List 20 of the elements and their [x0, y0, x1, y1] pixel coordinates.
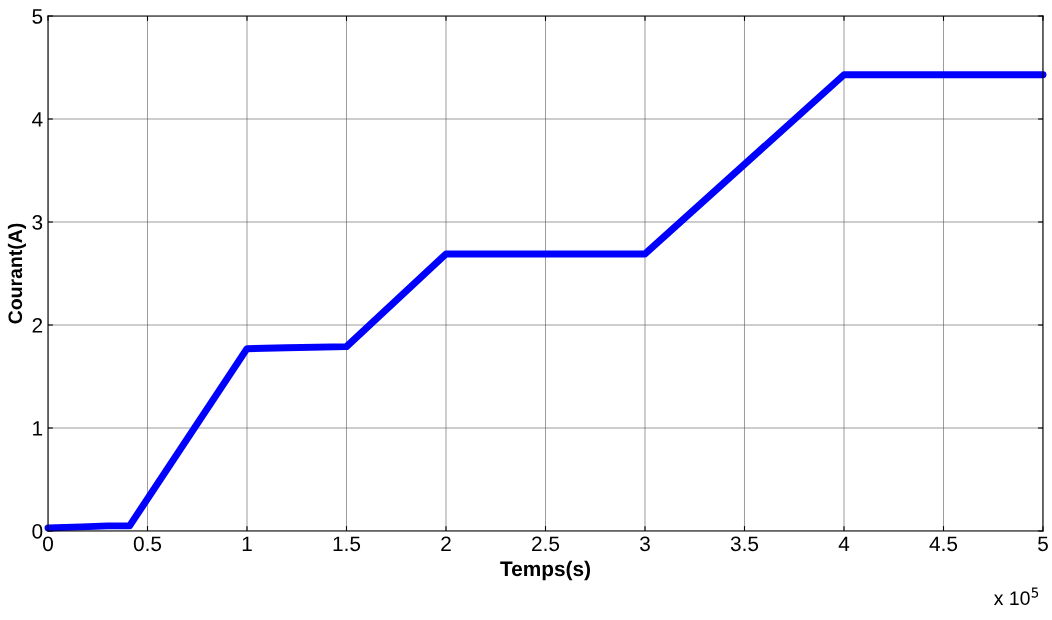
y-tick-label: 2	[32, 318, 43, 333]
x-tick-label: 0	[43, 536, 53, 552]
x-tick-label: 4.5	[929, 536, 958, 552]
y-tick-label: 3	[32, 215, 43, 230]
y-tick-label: 1	[33, 421, 43, 436]
x-tick-label: 3	[640, 536, 650, 552]
x-tick-label: 5	[1038, 536, 1048, 552]
x-axis-title: Temps(s)	[500, 560, 590, 581]
y-axis-title: Courant(A)	[7, 223, 26, 324]
x-tick-label: 2.5	[532, 536, 560, 552]
x-tick-label: 0.5	[133, 536, 162, 552]
y-tick-label: 4	[32, 112, 43, 127]
x-tick-label: 1	[242, 536, 252, 551]
x-tick-label: 3.5	[730, 536, 759, 552]
text: x 10$^{5}$	[993, 587, 1039, 606]
y-tick-label: 5	[32, 9, 43, 24]
x-tick-label: 2	[441, 536, 451, 551]
x-tick-label: 1.5	[333, 536, 361, 552]
x-tick-label: 4	[838, 536, 850, 551]
y-tick-label: 0	[32, 524, 43, 539]
